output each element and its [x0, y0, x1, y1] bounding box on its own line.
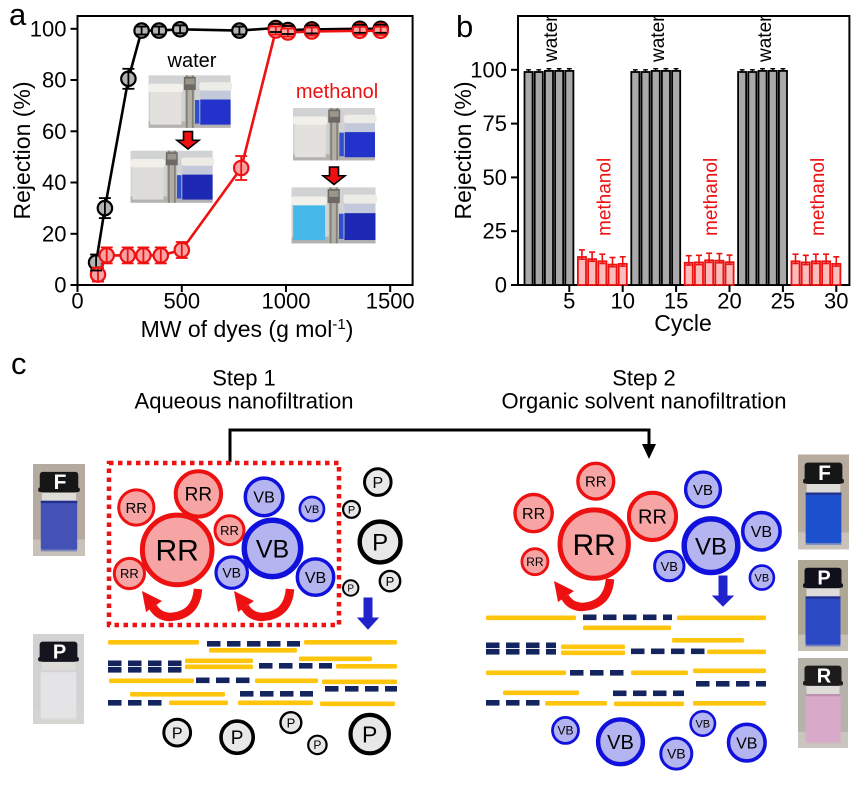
svg-text:F: F	[54, 471, 67, 494]
svg-text:80: 80	[42, 68, 66, 93]
svg-text:20: 20	[717, 289, 741, 314]
svg-text:VB: VB	[557, 724, 573, 738]
svg-text:25: 25	[483, 219, 507, 244]
svg-text:P: P	[817, 568, 830, 590]
svg-text:VB: VB	[305, 504, 320, 516]
svg-text:VB: VB	[667, 746, 686, 762]
svg-text:RR: RR	[573, 529, 616, 562]
svg-text:RR: RR	[638, 507, 667, 529]
svg-text:40: 40	[42, 170, 66, 195]
svg-text:1500: 1500	[366, 289, 415, 314]
svg-text:VB: VB	[253, 490, 274, 507]
svg-text:1000: 1000	[262, 289, 311, 314]
svg-text:water: water	[648, 15, 669, 63]
svg-text:100: 100	[30, 16, 67, 41]
svg-text:VB: VB	[695, 533, 727, 560]
svg-text:30: 30	[824, 289, 848, 314]
svg-text:20: 20	[42, 221, 66, 246]
svg-text:P: P	[372, 530, 388, 557]
svg-text:RR: RR	[526, 555, 544, 569]
svg-text:VB: VB	[607, 732, 634, 754]
svg-text:VB: VB	[256, 535, 289, 563]
svg-text:Cycle: Cycle	[654, 310, 712, 336]
svg-text:methanol: methanol	[594, 158, 615, 236]
svg-text:500: 500	[163, 289, 200, 314]
svg-text:0: 0	[71, 289, 83, 314]
svg-text:P: P	[53, 641, 66, 663]
svg-text:25: 25	[771, 289, 795, 314]
svg-text:P: P	[372, 475, 383, 492]
svg-text:50: 50	[483, 165, 507, 190]
svg-text:water: water	[167, 50, 217, 72]
svg-text:R: R	[817, 665, 832, 687]
svg-text:VB: VB	[693, 482, 713, 499]
svg-text:P: P	[313, 738, 321, 752]
svg-text:100: 100	[470, 57, 507, 82]
svg-text:Aqueous nanofiltration: Aqueous nanofiltration	[135, 389, 354, 414]
svg-text:0: 0	[495, 273, 507, 298]
svg-text:VB: VB	[695, 718, 710, 730]
svg-text:VB: VB	[222, 565, 241, 581]
svg-text:10: 10	[610, 289, 634, 314]
svg-text:Organic solvent nanofiltration: Organic solvent nanofiltration	[502, 389, 787, 414]
svg-text:Step 2: Step 2	[612, 365, 676, 390]
svg-text:P: P	[172, 725, 183, 742]
svg-text:a: a	[9, 0, 27, 32]
svg-text:75: 75	[483, 111, 507, 136]
svg-text:RR: RR	[220, 523, 239, 538]
svg-text:VB: VB	[305, 570, 326, 587]
svg-text:P: P	[386, 574, 395, 589]
svg-text:Rejection (%): Rejection (%)	[9, 81, 35, 219]
svg-text:RR: RR	[120, 566, 139, 581]
svg-text:VB: VB	[661, 559, 678, 574]
svg-text:water: water	[541, 15, 562, 63]
svg-text:P: P	[347, 584, 354, 595]
svg-text:5: 5	[563, 289, 575, 314]
svg-text:methanol: methanol	[701, 158, 722, 236]
svg-text:F: F	[818, 462, 831, 485]
svg-text:P: P	[231, 728, 244, 749]
svg-text:RR: RR	[185, 485, 212, 506]
svg-text:P: P	[362, 721, 377, 747]
svg-text:RR: RR	[156, 535, 199, 568]
svg-text:15: 15	[664, 289, 688, 314]
svg-text:60: 60	[42, 119, 66, 144]
svg-text:VB: VB	[755, 573, 770, 585]
svg-text:Step 1: Step 1	[212, 365, 276, 390]
svg-text:Rejection (%): Rejection (%)	[450, 81, 476, 219]
svg-text:P: P	[287, 715, 296, 730]
svg-text:VB: VB	[736, 735, 757, 752]
svg-text:RR: RR	[125, 500, 147, 517]
svg-text:RR: RR	[522, 506, 545, 523]
svg-text:RR: RR	[585, 474, 607, 491]
svg-text:methanol: methanol	[808, 158, 829, 236]
svg-text:methanol: methanol	[296, 81, 378, 103]
svg-text:water: water	[755, 15, 776, 63]
svg-text:0: 0	[54, 273, 66, 298]
svg-text:P: P	[348, 504, 355, 516]
svg-text:VB: VB	[751, 524, 772, 541]
svg-text:c: c	[11, 346, 27, 381]
svg-text:MW of dyes (g mol-1): MW of dyes (g mol-1)	[141, 316, 354, 343]
svg-text:b: b	[456, 9, 473, 44]
